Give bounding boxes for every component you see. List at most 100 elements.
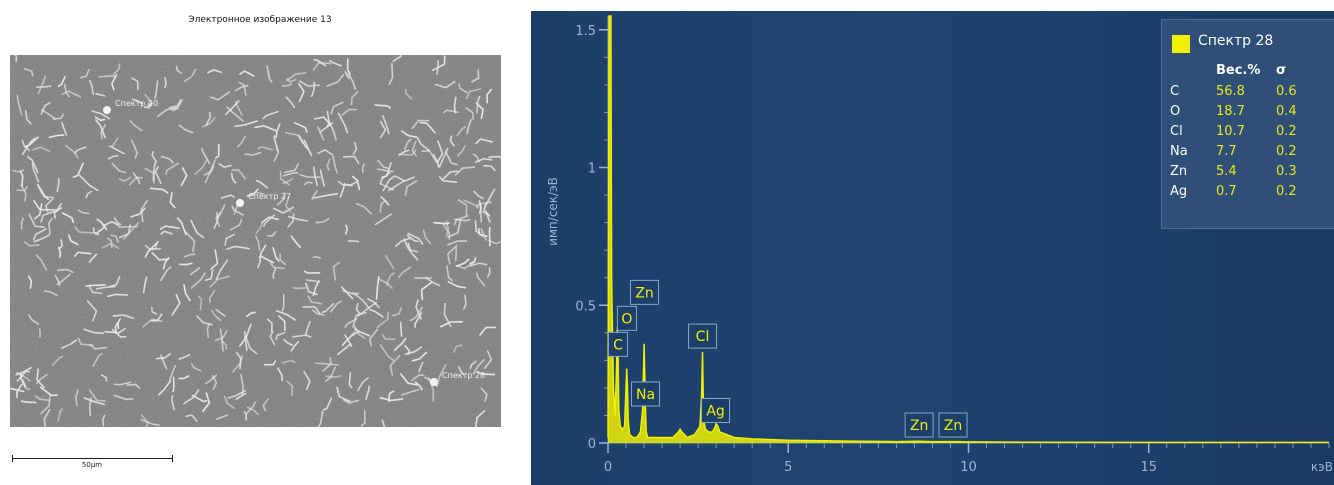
sem-particle — [40, 102, 51, 115]
sem-particle — [231, 205, 244, 216]
sem-particle — [244, 151, 262, 156]
sem-particle — [336, 342, 352, 356]
sem-particle — [352, 291, 370, 309]
sem-particle — [239, 70, 255, 77]
sem-particle — [178, 262, 193, 266]
sem-particle — [107, 293, 129, 298]
sem-particle — [225, 100, 240, 116]
scale-bar: 50µm — [12, 455, 174, 485]
sem-particle — [348, 371, 353, 389]
sem-particle — [57, 246, 62, 258]
sem-particle — [466, 118, 472, 135]
sem-particle — [190, 272, 206, 289]
sem-particle — [201, 117, 216, 128]
sem-particle — [305, 320, 311, 336]
sem-particle — [388, 390, 395, 403]
sem-particle — [303, 370, 311, 391]
sem-particle — [83, 328, 104, 335]
sem-particle — [337, 180, 353, 187]
sem-particle — [16, 383, 23, 399]
sem-particle — [234, 120, 258, 128]
sem-particle — [454, 166, 476, 176]
table-row: Na 7.7 0.2 — [1170, 141, 1316, 161]
sem-particle — [455, 261, 476, 270]
sem-particle — [10, 387, 25, 393]
sem-particle — [89, 344, 108, 350]
sem-particle — [249, 191, 265, 196]
sem-particle — [483, 201, 491, 217]
sem-particle — [32, 228, 47, 241]
sem-particle — [202, 392, 211, 412]
sem-particle — [57, 408, 63, 422]
sem-particle — [319, 122, 334, 133]
sem-particle — [165, 162, 180, 175]
legend-swatch — [1172, 35, 1190, 53]
sem-particle — [59, 239, 63, 249]
sem-particle — [312, 61, 332, 71]
sem-particle — [74, 226, 94, 234]
sem-particle — [474, 157, 493, 163]
sem-particle — [367, 298, 380, 309]
sem-particle — [77, 337, 94, 346]
sem-particle — [469, 262, 488, 267]
sem-particle — [326, 74, 345, 87]
sem-particle — [226, 106, 244, 122]
peak-label-box — [629, 279, 659, 305]
sem-particle — [406, 234, 419, 243]
sem-particle — [218, 163, 232, 168]
sem-particle — [16, 370, 31, 382]
sem-particle — [298, 80, 320, 87]
sem-particle — [254, 124, 277, 132]
sem-particle — [379, 200, 386, 213]
sem-particle — [436, 140, 444, 163]
sem-particle — [303, 181, 313, 186]
sem-particle — [342, 330, 361, 346]
spectrum-panel: 0 0.5 1 1.5 0 5 10 15 кэВ имп/сек/эВ C O Zn Na Cl Ag Zn… — [531, 11, 1334, 485]
sem-particle — [80, 68, 90, 79]
sem-particle — [20, 184, 27, 202]
sem-particle — [475, 102, 484, 120]
sem-particle — [237, 135, 246, 148]
peak-label: Zn — [904, 412, 934, 438]
peak-label-text: C — [613, 337, 623, 353]
sem-particle — [240, 374, 244, 396]
sem-particle — [369, 308, 384, 318]
sem-particle — [113, 217, 122, 226]
sem-particle — [447, 220, 462, 238]
sem-particle — [374, 104, 391, 109]
sem-particle — [128, 176, 144, 186]
sem-particle — [394, 237, 411, 247]
sem-particle — [403, 238, 419, 253]
sem-particle — [149, 187, 169, 194]
sem-particle — [400, 373, 418, 386]
sem-particle — [23, 241, 40, 247]
sem-particle — [101, 414, 106, 427]
series-line — [607, 15, 1329, 444]
sem-particle — [434, 80, 456, 89]
sem-particle — [352, 312, 367, 328]
sem-particle — [282, 171, 299, 177]
sem-particle — [411, 351, 428, 362]
sem-particle — [312, 309, 325, 316]
sem-particle — [154, 165, 162, 184]
sem-particle — [15, 366, 33, 376]
sem-particle — [96, 218, 108, 231]
sem-particle — [310, 81, 316, 98]
sem-particle — [488, 239, 501, 245]
sem-particle — [88, 253, 98, 263]
sem-particle — [88, 286, 103, 295]
sem-particle — [39, 386, 58, 397]
sem-particle — [132, 172, 141, 185]
sem-particle — [344, 334, 353, 348]
sem-particle — [292, 287, 307, 290]
sem-particle — [201, 147, 211, 165]
sem-particle — [285, 78, 297, 83]
sem-particle — [456, 258, 470, 267]
sem-particle — [194, 159, 207, 176]
sem-marker-point — [236, 199, 244, 207]
sem-particle — [48, 134, 65, 139]
sem-particle — [411, 119, 430, 130]
sem-particle — [312, 279, 320, 297]
sem-particle — [352, 141, 358, 155]
sem-particle — [422, 229, 432, 245]
